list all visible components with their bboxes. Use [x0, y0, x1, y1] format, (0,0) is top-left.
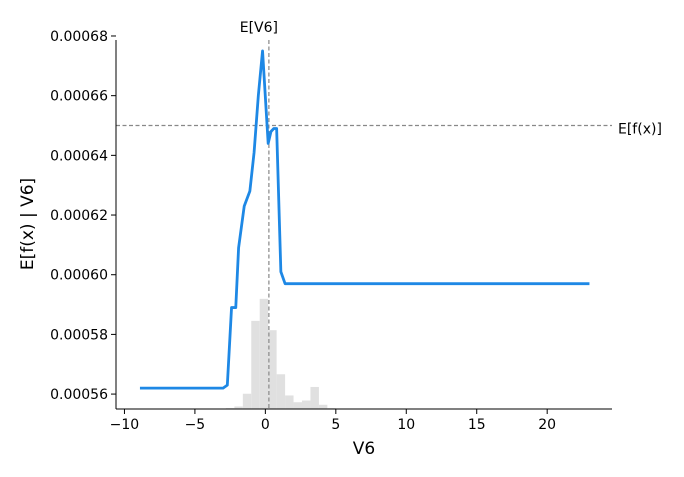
y-tick-label-1: 0.00058 [50, 327, 108, 343]
histogram-bar-4 [259, 298, 269, 409]
x-tick-label-5: 15 [468, 417, 486, 433]
y-tick-label-0: 0.00056 [50, 387, 108, 403]
reference-lines: E[V6] E[f(x)] [116, 20, 662, 409]
histogram-bar-9 [302, 400, 311, 409]
histogram-bar-11 [318, 404, 328, 409]
x-tick-label-2: 0 [261, 417, 270, 433]
histogram-bar-2 [242, 393, 252, 409]
series-line-0 [139, 49, 590, 390]
y-axis-label: E[f(x) | V6] [18, 178, 38, 270]
histogram-bar-8 [293, 402, 302, 409]
histogram-bar-5 [268, 330, 277, 409]
x-axis-label: V6 [353, 439, 375, 459]
y-tick-label-5: 0.00066 [50, 89, 108, 105]
histogram-bar-10 [310, 386, 319, 409]
x-tick-label-1: −5 [185, 417, 206, 433]
y-tick-label-6: 0.00068 [50, 29, 108, 45]
y-tick-label-3: 0.00062 [50, 208, 108, 224]
series-lines [139, 49, 590, 390]
histogram-bar-6 [276, 374, 286, 409]
y-tick-label-4: 0.00064 [50, 148, 108, 164]
x-tick-label-6: 20 [538, 417, 556, 433]
x-tick-label-4: 10 [397, 417, 415, 433]
x-tick-label-0: −10 [110, 417, 140, 433]
axes: −10 −5 0 5 10 15 20 0.00056 0.00058 0.00060 0.0006… [50, 29, 612, 433]
y-tick-label-2: 0.00060 [50, 268, 108, 284]
reference-label-vertical: E[V6] [240, 20, 278, 36]
reference-label-horizontal: E[f(x)] [618, 122, 662, 138]
histogram-bar-7 [285, 395, 294, 409]
histogram [225, 298, 336, 409]
x-tick-label-3: 5 [331, 417, 340, 433]
histogram-bar-1 [234, 406, 243, 409]
histogram-bar-3 [251, 320, 260, 409]
